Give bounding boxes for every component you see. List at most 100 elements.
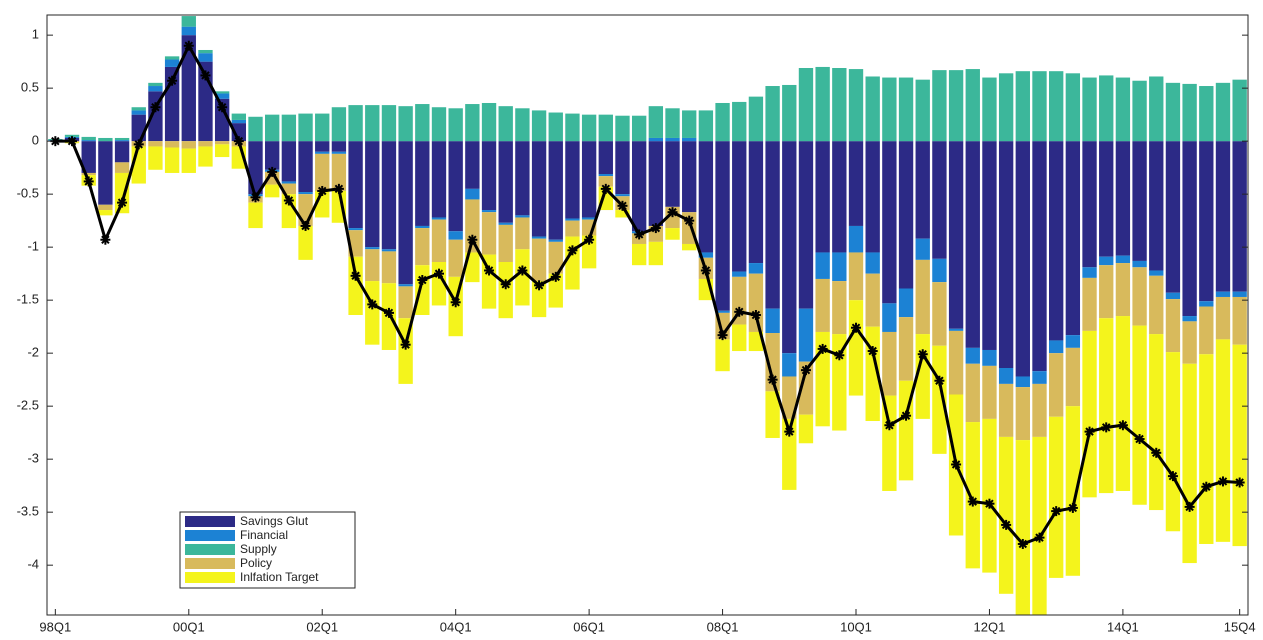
bar-segment — [565, 218, 580, 221]
bar-segment — [1099, 141, 1114, 257]
bar-segment — [882, 303, 897, 332]
bar-segment — [915, 141, 930, 239]
line-marker — [1051, 506, 1062, 517]
bar-segment — [448, 231, 463, 240]
line-marker — [250, 192, 261, 203]
bar-segment — [398, 141, 413, 285]
marker-stroke — [51, 136, 60, 146]
bar-segment — [331, 153, 347, 191]
bar-segment — [565, 113, 580, 142]
bar-segment — [965, 363, 980, 423]
bar-segment — [1182, 363, 1197, 564]
bar-segment — [131, 107, 146, 111]
marker-stroke — [1235, 478, 1244, 487]
bar-segment — [381, 105, 397, 142]
bar-segment — [682, 243, 697, 251]
marker-stroke — [117, 198, 127, 207]
line-marker — [317, 185, 328, 196]
bar-segment — [398, 284, 413, 287]
bar-segment — [915, 238, 930, 260]
bar-segment — [915, 334, 930, 419]
marker-stroke — [484, 266, 494, 275]
bar-segment — [1199, 306, 1214, 355]
marker-stroke — [851, 323, 861, 332]
line-marker — [1117, 420, 1128, 431]
line-marker — [133, 139, 144, 150]
bar-segment — [298, 225, 313, 260]
bar-segment — [915, 79, 930, 142]
bar-segment — [114, 141, 130, 163]
marker-stroke — [718, 330, 727, 340]
bar-segment — [448, 108, 463, 142]
bar-segment — [1099, 318, 1114, 494]
bar-segment — [1015, 376, 1030, 388]
legend-swatch — [185, 516, 235, 527]
bar-segment — [682, 137, 697, 142]
line-marker — [484, 265, 495, 276]
line-marker — [1217, 476, 1228, 487]
line-marker — [83, 176, 94, 187]
bar-segment — [898, 317, 914, 381]
bar-segment — [865, 252, 880, 274]
marker-stroke — [284, 196, 294, 205]
bar-segment — [1032, 71, 1047, 142]
marker-stroke — [1001, 520, 1011, 530]
bar-segment — [798, 308, 814, 362]
bar-segment — [415, 141, 430, 226]
bar-segment — [631, 141, 647, 232]
bar-segment — [698, 110, 714, 142]
bar-segment — [98, 137, 113, 142]
bar-segment — [398, 106, 413, 142]
bar-segment — [1149, 275, 1164, 335]
bar-segment — [181, 16, 196, 27]
bar-segment — [81, 140, 96, 142]
bar-segment — [531, 141, 547, 237]
line-marker — [283, 195, 294, 206]
bar-segment — [1065, 141, 1081, 336]
line-marker — [417, 275, 428, 286]
bar-segment — [498, 224, 513, 262]
marker-stroke — [634, 230, 644, 239]
line-marker — [1167, 471, 1178, 482]
bar-segment — [1232, 296, 1247, 345]
bar-segment — [1115, 77, 1131, 142]
line-marker — [917, 349, 928, 360]
bar-segment — [631, 243, 647, 266]
bar-segment — [481, 212, 497, 255]
bar-segment — [164, 147, 180, 173]
bar-segment — [281, 194, 297, 229]
bar-segment — [381, 251, 397, 284]
y-tick-label: -4 — [27, 557, 39, 572]
bar-segment — [148, 86, 163, 92]
bar-segment — [281, 141, 297, 182]
bar-segment — [798, 414, 814, 444]
x-tick-label: 02Q1 — [306, 619, 338, 634]
bar-segment — [1182, 316, 1197, 322]
bar-segment — [431, 141, 447, 218]
bar-segment — [181, 148, 196, 173]
bar-segment — [1049, 416, 1064, 578]
bar-segment — [298, 141, 313, 193]
bar-segment — [248, 116, 263, 142]
marker-stroke — [1101, 423, 1111, 432]
marker-stroke — [901, 411, 911, 420]
line-marker — [333, 183, 344, 194]
bar-segment — [1049, 141, 1064, 341]
line-marker — [383, 307, 394, 318]
line-marker — [117, 197, 128, 208]
bar-segment — [498, 141, 513, 223]
bar-segment — [365, 141, 380, 248]
marker-stroke — [1168, 471, 1178, 481]
bar-segment — [1165, 141, 1181, 293]
marker-stroke — [501, 280, 510, 289]
line-marker — [901, 410, 912, 421]
bar-segment — [415, 228, 430, 266]
bar-segment — [882, 141, 897, 304]
bar-segment — [431, 107, 447, 142]
bar-segment — [732, 141, 747, 272]
bar-segment — [932, 70, 947, 142]
bar-segment — [531, 236, 547, 239]
line-marker — [450, 297, 461, 308]
bar-segment — [548, 273, 563, 308]
